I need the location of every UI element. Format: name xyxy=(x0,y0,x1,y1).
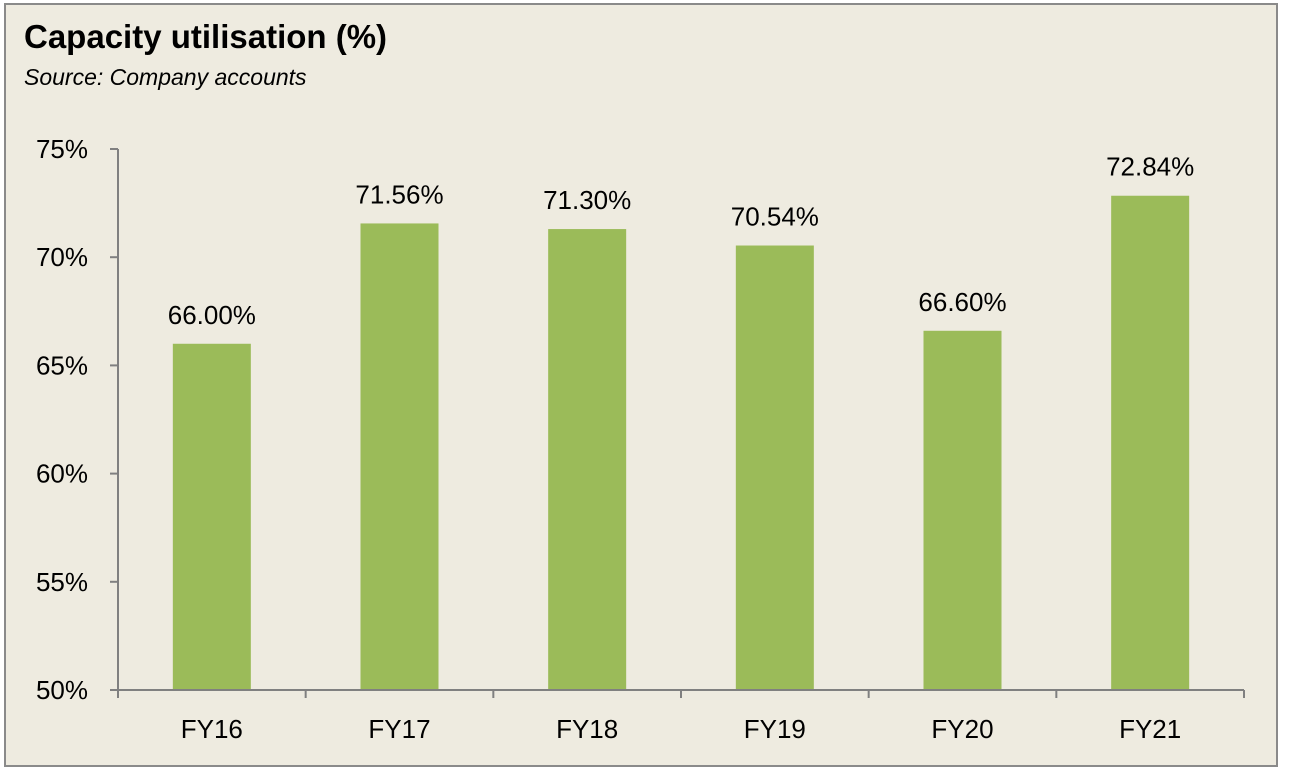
bar-fy21 xyxy=(1111,195,1190,690)
bar-fy18 xyxy=(548,229,627,690)
y-tick-label-75: 75% xyxy=(36,134,88,164)
x-tick-label-fy20: FY20 xyxy=(931,714,993,744)
bar-fy19 xyxy=(735,245,814,690)
x-tick-label-fy17: FY17 xyxy=(368,714,430,744)
bar-fy16 xyxy=(172,343,251,690)
x-tick-label-fy21: FY21 xyxy=(1119,714,1181,744)
x-tick-label-fy16: FY16 xyxy=(181,714,243,744)
y-tick-label-60: 60% xyxy=(36,459,88,489)
y-tick-label-70: 70% xyxy=(36,242,88,272)
data-label-fy17: 71.56% xyxy=(355,179,443,209)
data-label-fy19: 70.54% xyxy=(731,202,819,232)
data-label-fy16: 66.00% xyxy=(168,300,256,330)
data-label-fy21: 72.84% xyxy=(1106,152,1194,182)
bar-fy17 xyxy=(360,223,439,691)
chart-subtitle: Source: Company accounts xyxy=(24,64,307,90)
chart-title: Capacity utilisation (%) xyxy=(24,18,388,55)
bar-fy20 xyxy=(923,330,1002,690)
x-tick-label-fy19: FY19 xyxy=(744,714,806,744)
y-tick-label-65: 65% xyxy=(36,350,88,380)
data-label-fy18: 71.30% xyxy=(543,185,631,215)
data-label-fy20: 66.60% xyxy=(918,287,1006,317)
x-tick-label-fy18: FY18 xyxy=(556,714,618,744)
y-tick-label-50: 50% xyxy=(36,675,88,705)
y-tick-label-55: 55% xyxy=(36,567,88,597)
